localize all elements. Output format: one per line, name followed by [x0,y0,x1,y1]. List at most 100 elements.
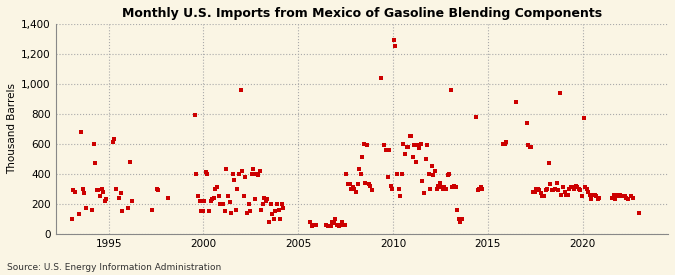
Point [74,212,85,217]
Point [394,187,404,191]
Point [151,187,162,191]
Point [364,184,375,188]
Point [90,161,101,166]
Point [251,172,262,176]
Point [542,187,553,191]
Point [331,223,342,227]
Point [115,191,126,196]
Point [390,44,401,49]
Point [204,209,215,214]
Point [610,197,620,202]
Point [403,145,414,149]
Point [261,199,271,203]
Point [627,196,638,200]
Point [240,175,251,179]
Point [367,188,377,192]
Point [265,202,276,206]
Point [613,193,624,197]
Point [363,182,374,187]
Point [382,175,393,179]
Point [594,196,605,200]
Point [271,202,282,206]
Point [523,143,534,148]
Point [474,187,485,191]
Point [355,172,366,176]
Point [395,194,406,199]
Point [501,140,512,145]
Point [308,223,319,227]
Point [408,155,418,160]
Point [433,184,443,188]
Point [404,134,415,139]
Point [340,223,350,227]
Point [234,172,244,176]
Point [109,137,119,142]
Point [576,194,587,199]
Point [551,181,562,185]
Point [558,185,568,190]
Point [436,185,447,190]
Point [535,191,546,196]
Point [196,209,207,214]
Point [406,134,416,139]
Point [431,187,442,191]
Point [510,100,521,104]
Point [259,196,270,200]
Point [79,191,90,196]
Point [608,193,619,197]
Point [199,199,210,203]
Point [225,211,236,215]
Point [213,194,224,199]
Point [242,211,252,215]
Point [586,197,597,202]
Point [401,145,412,149]
Point [278,206,289,211]
Point [554,91,565,95]
Point [449,184,460,188]
Point [583,190,593,194]
Point [531,187,541,191]
Point [415,142,426,146]
Point [521,121,532,125]
Point [534,188,545,192]
Point [556,193,567,197]
Point [76,130,86,134]
Point [91,188,102,192]
Point [452,208,462,212]
Point [528,190,539,194]
Point [68,188,78,192]
Point [429,169,440,173]
Point [238,194,249,199]
Point [591,194,601,199]
Point [348,185,358,190]
Point [276,202,287,206]
Point [423,172,434,176]
Point [335,223,346,227]
Point [327,220,338,224]
Point [454,217,464,221]
Point [362,143,373,148]
Point [443,172,454,176]
Point [387,187,398,191]
Point [125,160,136,164]
Point [229,178,240,182]
Point [324,224,335,229]
Point [588,193,599,197]
Point [197,209,208,214]
Point [219,209,230,214]
Point [223,194,234,199]
Point [111,187,122,191]
Point [607,196,618,200]
Point [237,169,248,173]
Point [205,199,216,203]
Point [447,185,458,190]
Point [230,208,241,212]
Point [360,181,371,185]
Point [450,185,461,190]
Point [543,161,554,166]
Point [549,187,560,191]
Point [570,184,581,188]
Point [414,146,425,151]
Point [107,140,118,145]
Point [330,217,341,221]
